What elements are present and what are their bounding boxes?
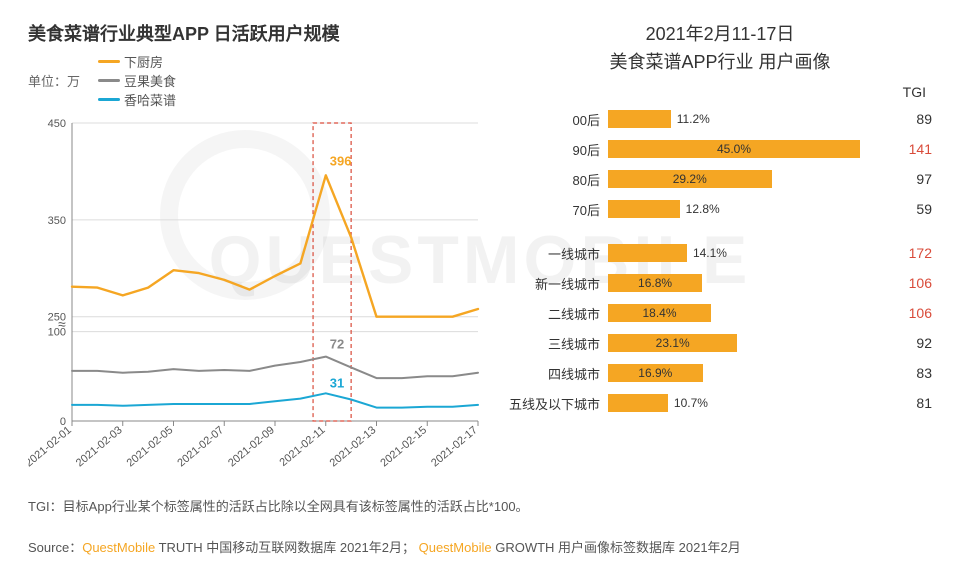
line-chart-title: 美食菜谱行业典型APP 日活跃用户规模: [28, 20, 488, 46]
svg-text:2021-02-15: 2021-02-15: [378, 424, 429, 469]
tgi-value: 106: [888, 275, 932, 291]
bar-label: 00后: [508, 110, 608, 129]
bar-row: 三线城市 23.1% 92: [508, 328, 932, 358]
tgi-value: 106: [888, 305, 932, 321]
bar-row: 五线及以下城市 10.7% 81: [508, 388, 932, 418]
bar-value: 18.4%: [643, 306, 677, 320]
bar-label: 90后: [508, 140, 608, 159]
bar-row: 二线城市 18.4% 106: [508, 298, 932, 328]
svg-text:2021-02-13: 2021-02-13: [328, 424, 379, 469]
bar-track: 16.9%: [608, 362, 888, 384]
svg-text:2021-02-05: 2021-02-05: [125, 424, 176, 469]
legend-swatch: [98, 79, 120, 82]
bar-value: 10.7%: [674, 396, 708, 410]
bar-value: 14.1%: [693, 246, 727, 260]
svg-text:2021-02-07: 2021-02-07: [175, 424, 226, 469]
bar-fill: [608, 394, 668, 412]
legend-row: 单位：万 下厨房 豆果美食 香哈菜谱: [28, 52, 488, 109]
bar-row: 一线城市 14.1% 172: [508, 238, 932, 268]
legend-label: 香哈菜谱: [124, 90, 176, 109]
bar-fill: [608, 110, 671, 128]
bar-value: 23.1%: [656, 336, 690, 350]
bar-row: 90后 45.0% 141: [508, 134, 932, 164]
bar-value: 12.8%: [686, 202, 720, 216]
svg-text:350: 350: [48, 215, 66, 227]
bar-chart-title-2: 美食菜谱APP行业 用户画像: [508, 48, 932, 74]
line-chart-svg: 0100250350450≈2021-02-012021-02-032021-0…: [28, 113, 488, 493]
tgi-value: 141: [888, 141, 932, 157]
bar-chart-title-1: 2021年2月11-17日: [508, 20, 932, 46]
bar-chart-panel: 2021年2月11-17日 美食菜谱APP行业 用户画像 TGI 00后 11.2…: [508, 20, 932, 490]
legend-swatch: [98, 98, 120, 101]
bar-track: 23.1%: [608, 332, 888, 354]
svg-text:31: 31: [330, 375, 344, 390]
bar-label: 80后: [508, 170, 608, 189]
tgi-header: TGI: [508, 84, 932, 100]
svg-text:2021-02-01: 2021-02-01: [28, 424, 74, 469]
bar-value: 45.0%: [717, 142, 751, 156]
bar-track: 10.7%: [608, 392, 888, 414]
legend-label: 豆果美食: [124, 71, 176, 90]
svg-text:72: 72: [330, 337, 344, 352]
bar-fill: [608, 244, 687, 262]
bar-row: 80后 29.2% 97: [508, 164, 932, 194]
tgi-footnote: TGI：目标App行业某个标签属性的活跃占比除以全网具有该标签属性的活跃占比*1…: [28, 496, 932, 515]
unit-label: 单位：万: [28, 71, 80, 90]
source-line: Source：QuestMobile TRUTH 中国移动互联网数据库 2021…: [28, 537, 932, 556]
bar-track: 11.2%: [608, 108, 888, 130]
bar-track: 16.8%: [608, 272, 888, 294]
svg-text:2021-02-09: 2021-02-09: [226, 424, 277, 469]
svg-text:2021-02-11: 2021-02-11: [277, 424, 327, 469]
legend-item: 下厨房: [98, 52, 176, 71]
svg-text:396: 396: [330, 153, 352, 168]
bar-row: 新一线城市 16.8% 106: [508, 268, 932, 298]
tgi-value: 172: [888, 245, 932, 261]
tgi-value: 83: [888, 365, 932, 381]
bar-value: 16.9%: [638, 366, 672, 380]
source-brand: QuestMobile: [82, 540, 155, 555]
bar-value: 29.2%: [673, 172, 707, 186]
bar-track: 45.0%: [608, 138, 888, 160]
bar-label: 四线城市: [508, 364, 608, 383]
bar-label: 新一线城市: [508, 274, 608, 293]
bar-row: 70后 12.8% 59: [508, 194, 932, 224]
line-chart-panel: 美食菜谱行业典型APP 日活跃用户规模 单位：万 下厨房 豆果美食 香哈菜谱 0…: [28, 20, 488, 490]
bar-track: 18.4%: [608, 302, 888, 324]
legend-item: 香哈菜谱: [98, 90, 176, 109]
tgi-value: 81: [888, 395, 932, 411]
bar-label: 70后: [508, 200, 608, 219]
legend-swatch: [98, 60, 120, 63]
bar-track: 14.1%: [608, 242, 888, 264]
legend-item: 豆果美食: [98, 71, 176, 90]
tgi-value: 92: [888, 335, 932, 351]
bar-value: 16.8%: [638, 276, 672, 290]
legend-label: 下厨房: [124, 52, 163, 71]
source-brand: QuestMobile: [419, 540, 492, 555]
tgi-value: 89: [888, 111, 932, 127]
tgi-value: 97: [888, 171, 932, 187]
tgi-value: 59: [888, 201, 932, 217]
chart-container: 美食菜谱行业典型APP 日活跃用户规模 单位：万 下厨房 豆果美食 香哈菜谱 0…: [28, 20, 932, 490]
bar-track: 12.8%: [608, 198, 888, 220]
bar-row: 四线城市 16.9% 83: [508, 358, 932, 388]
svg-text:2021-02-17: 2021-02-17: [429, 424, 480, 469]
bar-label: 五线及以下城市: [508, 394, 608, 413]
bar-label: 一线城市: [508, 244, 608, 263]
svg-text:≈: ≈: [58, 316, 66, 332]
bar-value: 11.2%: [677, 112, 710, 126]
svg-text:2021-02-03: 2021-02-03: [74, 424, 125, 469]
svg-text:450: 450: [48, 118, 66, 130]
bar-group-gap: [508, 224, 932, 238]
bar-label: 二线城市: [508, 304, 608, 323]
bar-list: 00后 11.2% 89 90后 45.0% 141 80后 29.2% 97 70后 12.8% 5…: [508, 104, 932, 418]
bar-label: 三线城市: [508, 334, 608, 353]
bar-track: 29.2%: [608, 168, 888, 190]
bar-fill: [608, 200, 680, 218]
bar-row: 00后 11.2% 89: [508, 104, 932, 134]
